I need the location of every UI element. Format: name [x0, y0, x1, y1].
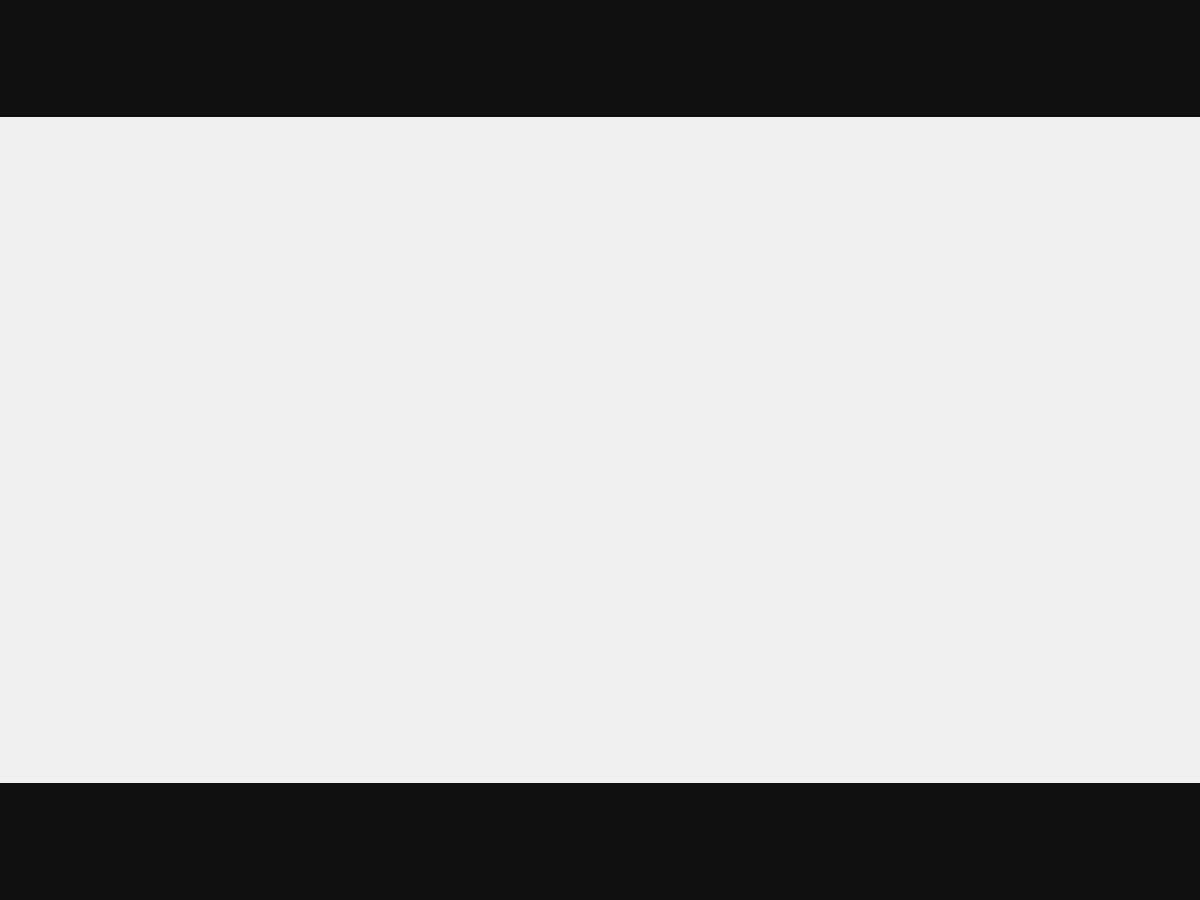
Text: Determine the strain energy of the beam shown in the figure below. The cross-sec: Determine the strain energy of the beam …	[108, 150, 943, 168]
Text: 10 kN: 10 kN	[781, 416, 833, 433]
Text: A: A	[347, 462, 360, 480]
Text: 3.: 3.	[48, 150, 66, 169]
Text: B: B	[720, 560, 732, 577]
Text: 5 kN: 5 kN	[976, 430, 1016, 446]
Text: 6 m: 6 m	[524, 600, 556, 617]
Text: beam is circular with d₁ = 100 mm and d₂ = 50 mm. E = 200 GPa.: beam is circular with d₁ = 100 mm and d₂…	[108, 201, 706, 219]
Bar	[714, 383, 894, 493]
Text: d₂: d₂	[920, 429, 940, 447]
Text: C: C	[900, 507, 913, 524]
Text: d₁: d₁	[253, 429, 272, 447]
Text: 3 m: 3 m	[788, 600, 820, 617]
Bar	[366, 330, 714, 546]
